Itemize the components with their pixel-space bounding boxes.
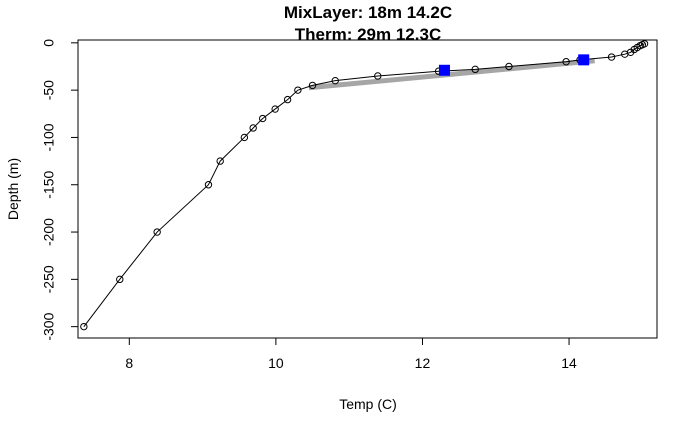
y-tick-label: -250 xyxy=(41,265,57,293)
profile-layer xyxy=(80,40,649,331)
profile-point xyxy=(374,72,382,80)
y-axis-label: Depth (m) xyxy=(5,158,21,220)
profile-point xyxy=(607,53,616,61)
marker-layer xyxy=(438,54,590,76)
y-tick-label: -150 xyxy=(41,171,57,199)
y-axis: 0 -50 -100 -150 -200 -250 -300 xyxy=(41,39,79,341)
chart-title: MixLayer: 18m 14.2C xyxy=(284,3,452,22)
y-tick-label: -100 xyxy=(41,123,57,151)
y-tick-label: 0 xyxy=(41,39,57,47)
profile-point xyxy=(283,95,292,104)
x-axis: 8 10 12 14 xyxy=(125,337,577,371)
y-tick-label: -300 xyxy=(41,312,57,340)
profile-point xyxy=(271,105,279,113)
mixlayer-marker xyxy=(578,54,590,66)
x-tick-label: 12 xyxy=(415,355,431,371)
profile-point xyxy=(216,157,224,165)
x-axis-label: Temp (C) xyxy=(339,396,397,412)
x-tick-label: 10 xyxy=(268,355,284,371)
profile-point xyxy=(562,58,570,66)
profile-point xyxy=(258,114,267,123)
profile-point xyxy=(153,228,161,236)
profile-point xyxy=(240,133,249,142)
profile-point xyxy=(294,86,302,94)
y-tick-label: -200 xyxy=(41,218,57,246)
profile-line xyxy=(83,43,645,327)
x-tick-label: 8 xyxy=(125,355,133,371)
thermocline-fit-line xyxy=(308,58,595,91)
chart-subtitle: Therm: 29m 12.3C xyxy=(295,25,441,44)
thermocline-marker xyxy=(438,64,450,76)
y-tick-label: -50 xyxy=(41,80,57,100)
profile-point xyxy=(505,62,513,71)
profile-point xyxy=(308,81,317,90)
profile-point xyxy=(116,275,124,284)
profile-point xyxy=(80,322,88,331)
profile-point xyxy=(621,50,629,58)
profile-point xyxy=(249,124,257,132)
x-tick-label: 14 xyxy=(561,355,577,371)
profile-point xyxy=(204,181,213,189)
thermocline-fit-layer xyxy=(308,58,595,91)
profile-point xyxy=(471,65,479,74)
profile-point xyxy=(331,76,339,85)
